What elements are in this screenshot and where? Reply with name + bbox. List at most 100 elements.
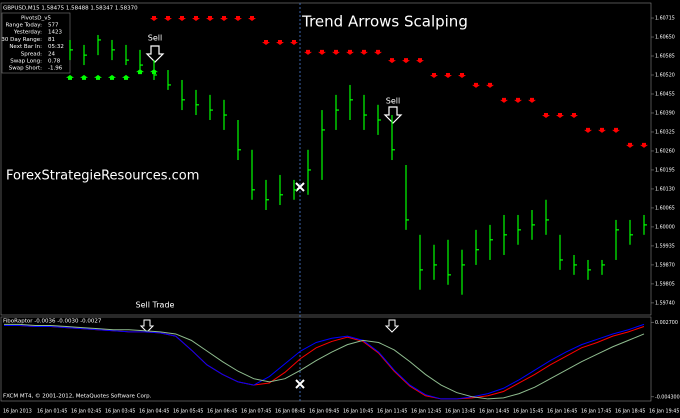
symbol-header: GBPUSD,M15 1.58475 1.58488 1.58347 1.583… — [3, 6, 138, 12]
sell-stop-arrow — [500, 97, 508, 103]
sell-stop-arrow — [598, 127, 606, 133]
sell-stop-arrow — [612, 127, 620, 133]
x-tick-label: 16 Jan 09:45 — [309, 409, 339, 415]
info-box-title: PivotsD_v5 — [21, 16, 52, 22]
x-tick-label: 16 Jan 15:45 — [513, 409, 543, 415]
info-value: -1.96 — [48, 66, 63, 72]
x-tick-label: 16 Jan 07:45 — [241, 409, 271, 415]
buy-stop-arrow — [80, 74, 88, 80]
sell-stop-arrow — [234, 16, 242, 22]
x-tick-label: 16 Jan 18:45 — [615, 409, 645, 415]
sell-stop-arrow — [374, 49, 382, 55]
x-tick-label: 16 Jan 01:45 — [37, 409, 67, 415]
sell-stop-arrow — [248, 16, 256, 22]
sell-stop-arrow — [542, 113, 550, 119]
sell-stop-arrow — [528, 97, 536, 103]
sell-stop-arrow — [346, 49, 354, 55]
sell-arrow-icon — [145, 45, 165, 63]
sell-stop-arrow — [430, 72, 438, 78]
info-value: 81 — [48, 37, 55, 43]
sell-arrow-icon — [384, 319, 400, 333]
y-tick-label: 1.60520 — [655, 72, 675, 78]
buy-stop-arrow — [150, 69, 158, 75]
x-tick-label: 16 Jan 03:45 — [105, 409, 135, 415]
sell-stop-arrow — [584, 127, 592, 133]
sell-stop-arrow — [332, 49, 340, 55]
indicator-panel-frame — [0, 316, 652, 402]
y-tick-label: 1.60325 — [655, 129, 675, 135]
watermark: ForexStrategieResources.com — [6, 169, 199, 184]
sell-label: Sell — [386, 97, 400, 106]
info-value: 05:32 — [48, 44, 64, 50]
x-tick-label: 16 Jan 13:45 — [445, 409, 475, 415]
sell-stop-arrow — [416, 58, 424, 64]
sell-stop-arrow — [360, 49, 368, 55]
buy-stop-arrow — [108, 74, 116, 80]
sell-stop-arrow — [262, 39, 270, 45]
x-tick-label: 16 Jan 10:45 — [343, 409, 373, 415]
y-tick-label: 1.60455 — [655, 91, 675, 97]
sell-arrow-icon — [383, 106, 403, 124]
x-tick-label: 16 Jan 16:45 — [547, 409, 577, 415]
sell-stop-arrow — [486, 82, 494, 88]
sell-stop-arrow — [290, 39, 298, 45]
y-tick-label: 1.59805 — [655, 281, 675, 287]
x-tick-label: 16 Jan 02:45 — [71, 409, 101, 415]
info-label: Swap Short: — [9, 66, 42, 72]
copyright: FXCM MT4, © 2001-2012, MetaQuotes Softwa… — [3, 393, 152, 400]
main-panel-frame — [0, 2, 652, 316]
buy-stop-arrow — [122, 74, 130, 80]
info-label: Range Today: — [5, 23, 42, 29]
sell-stop-arrow — [206, 16, 214, 22]
buy-stop-arrow — [136, 69, 144, 75]
sell-arrow-icon — [139, 319, 155, 333]
sell-stop-arrow — [514, 97, 522, 103]
y-tick-label: 1.60260 — [655, 148, 675, 154]
info-value: 577 — [48, 23, 59, 29]
x-tick-label: 16 Jan 19:45 — [649, 409, 679, 415]
y-tick-label: 1.60065 — [655, 205, 675, 211]
x-tick-label: 16 Jan 04:45 — [139, 409, 169, 415]
y-tick-label: 0.002700 — [655, 320, 678, 326]
sell-stop-arrow — [472, 82, 480, 88]
y-tick-label: 1.60715 — [655, 16, 675, 22]
info-box — [1, 12, 71, 74]
x-tick-label: 16 Jan 05:45 — [173, 409, 203, 415]
x-tick-label: 16 Jan 14:45 — [479, 409, 509, 415]
indicator-line — [4, 323, 645, 400]
sell-stop-arrow — [570, 113, 578, 119]
info-value: 0.78 — [48, 59, 61, 65]
chart-title: Trend Arrows Scalping — [301, 13, 468, 31]
info-label: Swap Long: — [10, 59, 42, 65]
info-label: Next Bar In: — [9, 44, 42, 50]
x-tick-label: 16 Jan 12:45 — [411, 409, 441, 415]
y-tick-label: -0.004300 — [655, 394, 680, 400]
y-tick-label: 1.60000 — [655, 224, 675, 230]
sell-stop-arrow — [318, 49, 326, 55]
info-label: Spread: — [21, 51, 42, 57]
exit-marker — [295, 182, 305, 192]
y-tick-label: 1.59740 — [655, 300, 675, 306]
y-tick-label: 1.60390 — [655, 110, 675, 116]
sell-stop-arrow — [276, 39, 284, 45]
indicator-line — [4, 323, 645, 400]
sell-stop-arrow — [192, 16, 200, 22]
info-label: Yesterday: — [13, 30, 42, 36]
sell-stop-arrow — [388, 58, 396, 64]
exit-marker — [295, 379, 305, 389]
y-tick-label: 1.59870 — [655, 262, 675, 268]
y-tick-label: 1.59935 — [655, 243, 675, 249]
indicator-title: FiboRaptor -0.0036 -0.0030 -0.0027 — [3, 319, 102, 325]
buy-stop-arrow — [94, 74, 102, 80]
y-tick-label: 1.60195 — [655, 167, 675, 173]
buy-stop-arrow — [66, 74, 74, 80]
sell-trade-label: Sell Trade — [136, 301, 175, 310]
sell-stop-arrow — [220, 16, 228, 22]
y-tick-label: 1.60650 — [655, 35, 675, 41]
sell-stop-arrow — [304, 49, 312, 55]
sell-stop-arrow — [640, 142, 648, 148]
x-tick-label: 16 Jan 2013 — [3, 409, 32, 415]
info-value: 24 — [48, 51, 55, 57]
